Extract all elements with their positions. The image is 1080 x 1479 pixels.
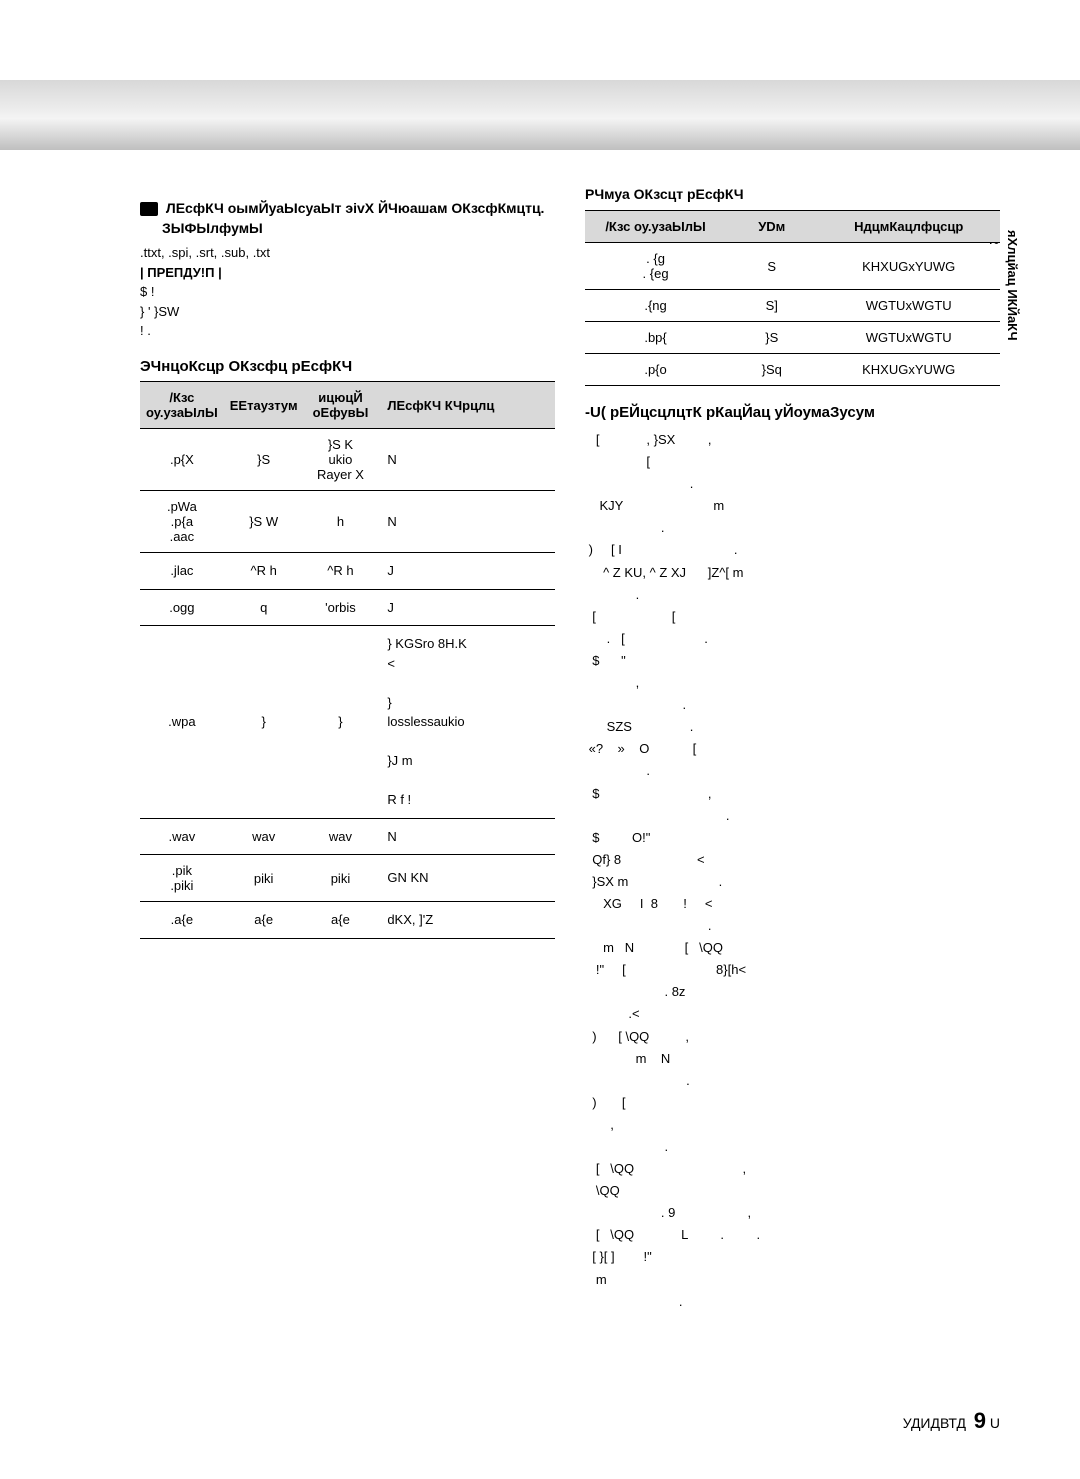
left-column: ЛЕсфКЧ оымЙуаЫсуаЫт эivX ЙЧюашам ОКзсфКм…	[140, 190, 555, 1313]
table-cell: .pik .piki	[140, 855, 224, 902]
table-cell: .{ng	[585, 290, 726, 322]
table-cell: piki	[224, 855, 304, 902]
table-cell: WGTUxWGTU	[817, 322, 1000, 354]
chapter-label: яХлцйац ИКЙаКЧ	[1005, 230, 1020, 341]
table-cell: .pWa .p{a .aac	[140, 491, 224, 553]
table-cell: piki	[304, 855, 378, 902]
table-row: .{ngS]WGTUxWGTU	[585, 290, 1000, 322]
table-row: .p{o}SqKHXUGxYUWG	[585, 354, 1000, 386]
table-row: .bp{}SWGTUxWGTU	[585, 322, 1000, 354]
info-icon	[140, 202, 158, 216]
footer-text: УДИДВТД	[903, 1415, 966, 1431]
col-ext: /Кзс оу.узаЫлЫ	[140, 382, 224, 429]
table-cell: WGTUxWGTU	[817, 290, 1000, 322]
page-number: 9	[974, 1408, 986, 1433]
photo-section-title: РЧмуа ОКзсцт рЕсфКЧ	[585, 186, 1000, 202]
table-cell: a{e	[224, 902, 304, 939]
table-row: .pik .pikipikipikiGN KN	[140, 855, 555, 902]
table-cell: .wpa	[140, 626, 224, 819]
ext-line: .ttxt, .spi, .srt, .sub, .txt	[140, 244, 555, 262]
photo-format-table: /Кзс оу.узаЫлЫ УDм НдцмКацлфцсцр . {g . …	[585, 210, 1000, 386]
col-res: НдцмКацлфцсцр	[817, 211, 1000, 243]
table-cell: .wav	[140, 818, 224, 855]
table-cell: dKX, ]'Z	[377, 902, 555, 939]
table-cell: }Sq	[726, 354, 817, 386]
table-row: .p{X}S}S K ukio Rayer XN	[140, 429, 555, 491]
misc-line-b: } ' }SW	[140, 303, 555, 321]
table-cell: N	[377, 818, 555, 855]
audio-section-title: ЭЧнцоКсцр ОКзсфц рЕсфКЧ	[140, 358, 555, 375]
usb-notes-body: [ , }SX , [ . KJY m . ) [ I . ^ Z KU, ^ …	[585, 429, 1000, 1313]
table-cell: } KGSro 8H.K < } losslessaukio }J m R f …	[377, 626, 555, 819]
headline: ЛЕсфКЧ оымЙуаЫсуаЫт эivX ЙЧюашам ОКзсфКм…	[140, 200, 555, 216]
misc-line-c: ! .	[140, 322, 555, 340]
table-cell: 'orbis	[304, 589, 378, 626]
table-cell: h	[304, 491, 378, 553]
table-row: .pWa .p{a .aac}S WhN	[140, 491, 555, 553]
table-cell: a{e	[304, 902, 378, 939]
headline-text: ЛЕсфКЧ оымЙуаЫсуаЫт эivX ЙЧюашам ОКзсфКм…	[166, 200, 545, 216]
table-row: .oggq'orbisJ	[140, 589, 555, 626]
table-cell: }S	[224, 429, 304, 491]
table-cell: q	[224, 589, 304, 626]
table-row: .wpa}}} KGSro 8H.K < } losslessaukio }J …	[140, 626, 555, 819]
headline-sub: ЗЫФЫлфумЫ	[140, 220, 555, 236]
table-cell: KHXUGxYUWG	[817, 354, 1000, 386]
table-header-row: /Кзс оу.узаЫлЫ ЕЕтаузтум ицюцЙ оЕфувЫ ЛЕ…	[140, 382, 555, 429]
table-cell: GN KN	[377, 855, 555, 902]
page-footer: УДИДВТД 9 U	[903, 1408, 1000, 1434]
table-cell: S]	[726, 290, 817, 322]
col-cont: ЕЕтаузтум	[224, 382, 304, 429]
table-cell: .p{X	[140, 429, 224, 491]
table-cell: KHXUGxYUWG	[817, 243, 1000, 290]
col-type: УDм	[726, 211, 817, 243]
table-cell: }S W	[224, 491, 304, 553]
audio-format-table: /Кзс оу.узаЫлЫ ЕЕтаузтум ицюцЙ оЕфувЫ ЛЕ…	[140, 381, 555, 939]
col-range: ЛЕсфКЧ КЧрцлц	[377, 382, 555, 429]
table-cell: S	[726, 243, 817, 290]
table-cell: N	[377, 429, 555, 491]
table-cell: J	[377, 589, 555, 626]
col-ext: /Кзс оу.узаЫлЫ	[585, 211, 726, 243]
table-cell: .a{e	[140, 902, 224, 939]
table-row: . {g . {egSKHXUGxYUWG	[585, 243, 1000, 290]
top-gradient-bar	[0, 80, 1080, 150]
table-cell: .p{o	[585, 354, 726, 386]
table-cell: wav	[224, 818, 304, 855]
table-row: .a{ea{ea{edKX, ]'Z	[140, 902, 555, 939]
table-cell: }	[224, 626, 304, 819]
table-cell: .ogg	[140, 589, 224, 626]
table-cell: }S K ukio Rayer X	[304, 429, 378, 491]
warn-label: | ПРЕПДУ!П |	[140, 264, 555, 282]
table-cell: .jlac	[140, 553, 224, 590]
col-codec: ицюцЙ оЕфувЫ	[304, 382, 378, 429]
misc-line-a: $ !	[140, 283, 555, 301]
table-cell: . {g . {eg	[585, 243, 726, 290]
right-column: РЧмуа ОКзсцт рЕсфКЧ /Кзс оу.узаЫлЫ УDм Н…	[585, 190, 1000, 1313]
table-cell: J	[377, 553, 555, 590]
table-cell: }	[304, 626, 378, 819]
table-cell: ^R h	[224, 553, 304, 590]
footer-suffix: U	[990, 1415, 1000, 1431]
table-cell: N	[377, 491, 555, 553]
table-row: .wavwavwavN	[140, 818, 555, 855]
table-cell: wav	[304, 818, 378, 855]
usb-notes-title: -U( pЕЙцсцлцтК рКацЙац уЙоумаЗусум	[585, 404, 1000, 421]
table-cell: }S	[726, 322, 817, 354]
table-row: .jlac^R h^R hJ	[140, 553, 555, 590]
table-cell: .bp{	[585, 322, 726, 354]
table-cell: ^R h	[304, 553, 378, 590]
table-header-row: /Кзс оу.узаЫлЫ УDм НдцмКацлфцсцр	[585, 211, 1000, 243]
